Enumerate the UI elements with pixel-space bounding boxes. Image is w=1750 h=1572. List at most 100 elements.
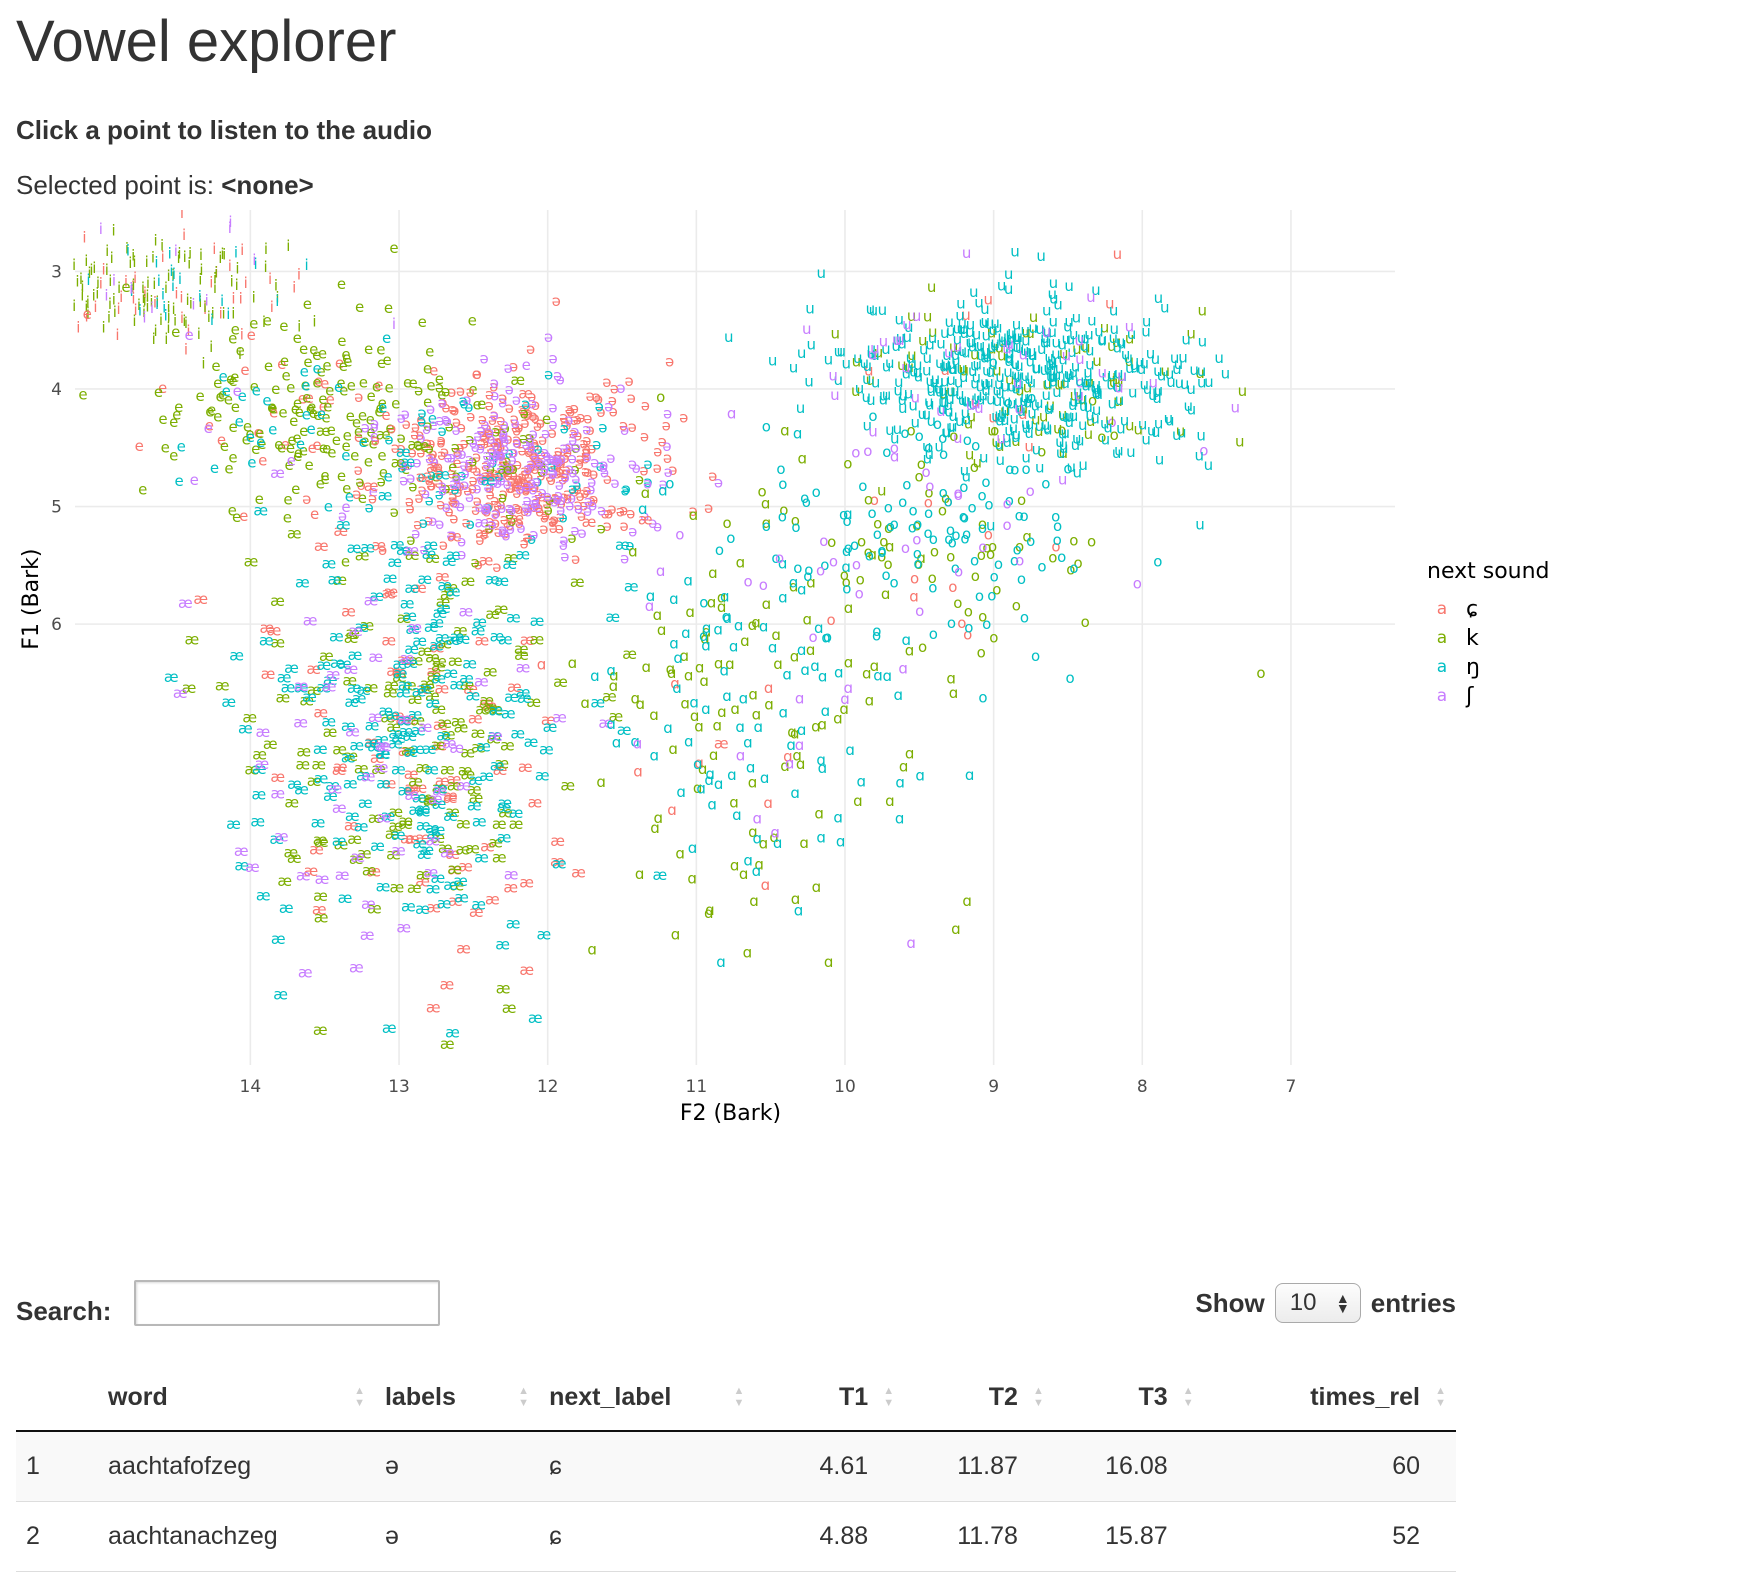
data-point[interactable]: e — [287, 452, 296, 470]
data-point[interactable]: i — [226, 305, 230, 323]
data-point[interactable]: u — [885, 421, 895, 439]
data-point[interactable]: ə — [571, 470, 580, 488]
data-point[interactable]: æ — [312, 900, 327, 918]
data-point[interactable]: ə — [426, 435, 435, 453]
data-point[interactable]: e — [316, 474, 325, 492]
data-point[interactable]: u — [1021, 323, 1031, 341]
data-point[interactable]: i — [93, 298, 97, 316]
data-point[interactable]: e — [389, 239, 398, 257]
data-point[interactable]: o — [977, 644, 986, 662]
data-point[interactable]: ə — [506, 520, 515, 538]
data-point[interactable]: æ — [361, 768, 376, 786]
data-point[interactable]: ə — [550, 511, 559, 529]
data-point[interactable]: i — [286, 237, 290, 255]
data-point[interactable]: ə — [406, 469, 415, 487]
data-point[interactable]: ɑ — [806, 641, 816, 659]
data-point[interactable]: u — [1034, 394, 1044, 412]
data-point[interactable]: æ — [485, 571, 500, 589]
data-point[interactable]: æ — [424, 760, 439, 778]
data-point[interactable]: æ — [360, 538, 375, 556]
data-point[interactable]: i — [142, 303, 146, 321]
data-point[interactable]: ə — [489, 434, 498, 452]
data-point[interactable]: æ — [398, 815, 413, 833]
data-point[interactable]: u — [951, 352, 961, 370]
data-point[interactable]: u — [1074, 386, 1084, 404]
data-point[interactable]: ə — [589, 465, 598, 483]
data-point[interactable]: ə — [500, 415, 509, 433]
data-point[interactable]: ə — [411, 525, 420, 543]
data-point[interactable]: i — [124, 273, 128, 291]
data-point[interactable]: e — [358, 433, 367, 451]
data-point[interactable]: u — [1075, 432, 1085, 450]
data-point[interactable]: u — [1024, 370, 1034, 388]
data-point[interactable]: e — [468, 312, 477, 330]
data-point[interactable]: u — [1024, 389, 1034, 407]
data-point[interactable]: ə — [662, 417, 671, 435]
data-point[interactable]: æ — [386, 718, 401, 736]
data-point[interactable]: ə — [530, 448, 539, 466]
data-point[interactable]: æ — [367, 737, 382, 755]
data-point[interactable]: ə — [459, 394, 468, 412]
data-point[interactable]: i — [154, 322, 158, 340]
data-point[interactable]: i — [84, 252, 88, 270]
data-point[interactable]: ə — [474, 556, 483, 574]
data-point[interactable]: ə — [416, 468, 425, 486]
data-point[interactable]: e — [231, 320, 240, 338]
data-point[interactable]: i — [126, 242, 130, 260]
data-point[interactable]: ə — [603, 517, 612, 535]
data-point[interactable]: i — [82, 229, 86, 247]
data-point[interactable]: æ — [374, 758, 389, 776]
data-point[interactable]: e — [360, 432, 369, 450]
data-point[interactable]: ə — [530, 409, 539, 427]
data-point[interactable]: ɑ — [946, 669, 956, 687]
data-point[interactable]: æ — [326, 666, 341, 684]
data-point[interactable]: u — [1065, 366, 1075, 384]
data-point[interactable]: æ — [411, 722, 426, 740]
data-point[interactable]: ɑ — [732, 806, 742, 824]
data-point[interactable]: u — [878, 391, 888, 409]
data-point[interactable]: ə — [537, 463, 546, 481]
data-point[interactable]: u — [953, 331, 963, 349]
data-point[interactable]: ə — [576, 408, 585, 426]
data-point[interactable]: ə — [616, 379, 625, 397]
data-point[interactable]: u — [1197, 362, 1207, 380]
data-point[interactable]: ɑ — [753, 830, 763, 848]
data-point[interactable]: u — [866, 371, 876, 389]
data-point[interactable]: ɑ — [759, 835, 769, 853]
data-point[interactable]: ə — [553, 366, 562, 384]
data-point[interactable]: æ — [360, 926, 375, 944]
data-point[interactable]: æ — [510, 725, 525, 743]
data-point[interactable]: æ — [528, 1009, 543, 1027]
data-point[interactable]: ə — [542, 495, 551, 513]
data-point[interactable]: ɑ — [707, 594, 717, 612]
data-point[interactable]: ɑ — [760, 769, 770, 787]
data-point[interactable]: æ — [375, 737, 390, 755]
data-point[interactable]: o — [989, 629, 998, 647]
data-point[interactable]: u — [1098, 330, 1108, 348]
data-point[interactable]: e — [416, 410, 425, 428]
data-point[interactable]: ɑ — [885, 792, 895, 810]
data-point[interactable]: ə — [387, 419, 396, 437]
data-point[interactable]: æ — [431, 869, 446, 887]
data-point[interactable]: ə — [501, 419, 510, 437]
data-point[interactable]: u — [1029, 308, 1039, 326]
data-point[interactable]: æ — [481, 467, 496, 485]
data-point[interactable]: u — [1013, 369, 1023, 387]
data-point[interactable]: u — [898, 386, 908, 404]
data-point[interactable]: ə — [537, 456, 546, 474]
data-point[interactable]: u — [882, 357, 892, 375]
data-point[interactable]: ə — [597, 502, 606, 520]
data-point[interactable]: e — [267, 398, 276, 416]
data-point[interactable]: e — [337, 332, 346, 350]
data-point[interactable]: æ — [313, 703, 328, 721]
data-point[interactable]: æ — [474, 849, 489, 867]
data-point[interactable]: ə — [430, 453, 439, 471]
data-point[interactable]: o — [1048, 549, 1057, 567]
data-point[interactable]: ɑ — [773, 655, 783, 673]
data-point[interactable]: æ — [417, 642, 432, 660]
data-point[interactable]: æ — [270, 768, 285, 786]
data-point[interactable]: ə — [557, 491, 566, 509]
data-point[interactable]: ɑ — [836, 833, 846, 851]
data-point[interactable]: u — [1015, 339, 1025, 357]
data-point[interactable]: ə — [499, 453, 508, 471]
